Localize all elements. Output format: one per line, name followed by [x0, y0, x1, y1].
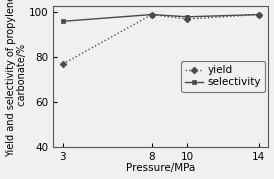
- yield: [186, 18, 189, 20]
- selectivity: [257, 13, 260, 16]
- yield: [150, 13, 153, 16]
- Line: selectivity: selectivity: [60, 12, 261, 24]
- selectivity: [61, 20, 64, 22]
- Legend: yield, selectivity: yield, selectivity: [181, 61, 265, 92]
- Line: yield: yield: [60, 12, 261, 66]
- selectivity: [150, 13, 153, 16]
- X-axis label: Pressure/MPa: Pressure/MPa: [126, 163, 195, 173]
- yield: [257, 13, 260, 16]
- selectivity: [186, 16, 189, 18]
- Y-axis label: Yield and selectivity of propylene
 carbonate/%: Yield and selectivity of propylene carbo…: [5, 0, 27, 158]
- yield: [61, 63, 64, 65]
